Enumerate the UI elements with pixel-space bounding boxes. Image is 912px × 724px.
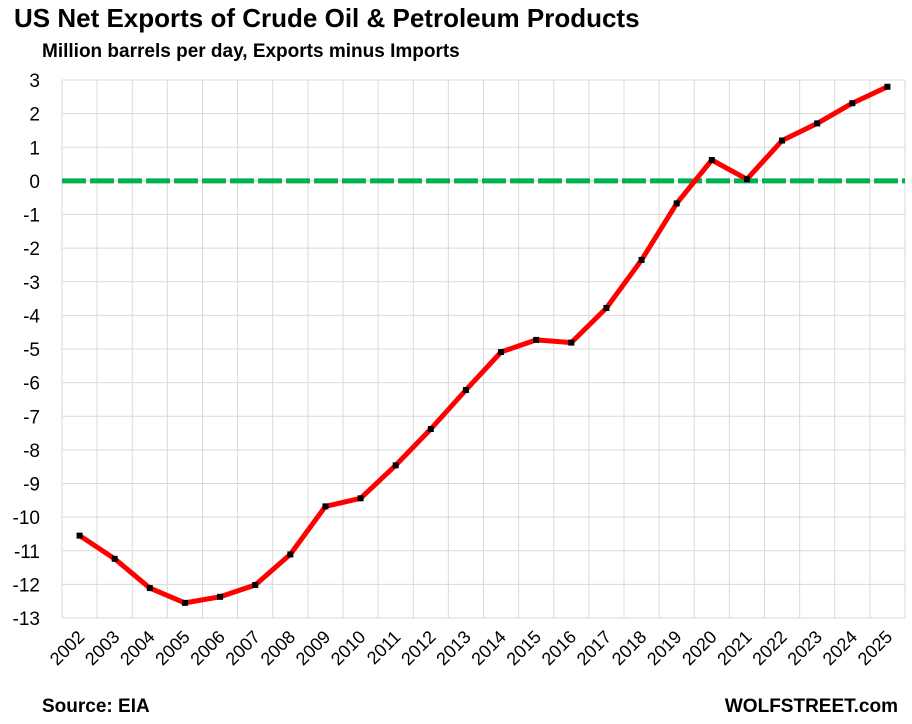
x-tick-label: 2010 <box>327 627 369 669</box>
grid <box>61 79 906 619</box>
y-tick-label: -10 <box>13 508 40 529</box>
x-tick-label: 2005 <box>151 627 193 669</box>
chart-title: US Net Exports of Crude Oil & Petroleum … <box>14 3 640 33</box>
x-tick-label: 2025 <box>854 627 896 669</box>
x-tick-label: 2014 <box>467 627 509 669</box>
data-point-marker <box>462 387 469 394</box>
data-point-marker <box>498 349 505 356</box>
x-tick-label: 2004 <box>116 627 158 669</box>
x-tick-label: 2021 <box>713 627 755 669</box>
y-tick-label: -1 <box>23 206 40 227</box>
data-point-marker <box>673 200 680 207</box>
x-tick-label: 2020 <box>678 627 720 669</box>
x-tick-label: 2006 <box>186 627 228 669</box>
data-point-marker <box>708 157 715 164</box>
chart-subtitle: Million barrels per day, Exports minus I… <box>42 41 460 62</box>
data-point-marker <box>533 336 540 343</box>
x-tick-label: 2016 <box>538 627 580 669</box>
x-tick-label: 2011 <box>363 627 405 669</box>
x-tick-label: 2007 <box>222 627 264 669</box>
x-tick-label: 2003 <box>81 627 123 669</box>
x-tick-label: 2002 <box>46 627 88 669</box>
y-tick-label: -11 <box>14 542 40 563</box>
data-point-marker <box>357 495 364 502</box>
y-tick-label: -12 <box>13 575 40 596</box>
x-tick-label: 2019 <box>643 627 685 669</box>
data-point-marker <box>849 100 856 107</box>
data-point-marker <box>427 426 434 433</box>
series-group <box>77 84 890 606</box>
series-line <box>77 84 890 606</box>
markers <box>76 83 891 606</box>
data-point-marker <box>814 120 821 127</box>
data-point-marker <box>252 582 259 589</box>
y-tick-label: -9 <box>23 475 40 496</box>
data-point-marker <box>287 551 294 558</box>
data-point-marker <box>76 532 83 539</box>
brand-label: WOLFSTREET.com <box>725 696 898 717</box>
y-tick-label: -7 <box>23 407 40 428</box>
y-tick-label: -8 <box>23 441 40 462</box>
x-tick-label: 2022 <box>748 627 790 669</box>
data-point-marker <box>111 555 118 562</box>
x-tick-label: 2024 <box>819 627 861 669</box>
y-tick-label: -13 <box>13 609 40 630</box>
x-tick-label: 2023 <box>784 627 826 669</box>
y-tick-label: -4 <box>23 306 40 327</box>
y-tick-label: 1 <box>29 138 40 159</box>
data-point-marker <box>146 585 153 592</box>
x-tick-label: 2012 <box>397 627 439 669</box>
y-tick-label: -3 <box>23 273 40 294</box>
y-tick-label: -6 <box>23 374 40 395</box>
data-point-marker <box>779 137 786 144</box>
data-point-marker <box>603 304 610 311</box>
source-label: Source: EIA <box>42 696 150 717</box>
data-point-marker <box>884 83 891 90</box>
y-axis: 3 2 1 0 -1 -2 -3 -4 -5 -6 -7 -8 -9 -10 -11 -12 -13 <box>13 71 41 630</box>
data-point-marker <box>217 593 224 600</box>
x-tick-label: 2015 <box>503 627 545 669</box>
x-axis: 2002200320042005200620072008200920102011… <box>46 627 896 669</box>
x-tick-label: 2013 <box>432 627 474 669</box>
data-point-marker <box>181 599 188 606</box>
x-tick-label: 2017 <box>573 627 615 669</box>
y-tick-label: 2 <box>29 105 40 126</box>
data-point-marker <box>322 503 329 510</box>
data-point-marker <box>392 462 399 469</box>
y-tick-label: -5 <box>23 340 40 361</box>
y-tick-label: 0 <box>29 172 40 193</box>
x-tick-label: 2018 <box>608 627 650 669</box>
data-point-marker <box>743 176 750 183</box>
y-tick-label: -2 <box>23 239 40 260</box>
x-tick-label: 2008 <box>257 627 299 669</box>
x-tick-label: 2009 <box>292 627 334 669</box>
data-point-marker <box>568 339 575 346</box>
y-tick-label: 3 <box>29 71 40 92</box>
data-point-marker <box>638 256 645 263</box>
